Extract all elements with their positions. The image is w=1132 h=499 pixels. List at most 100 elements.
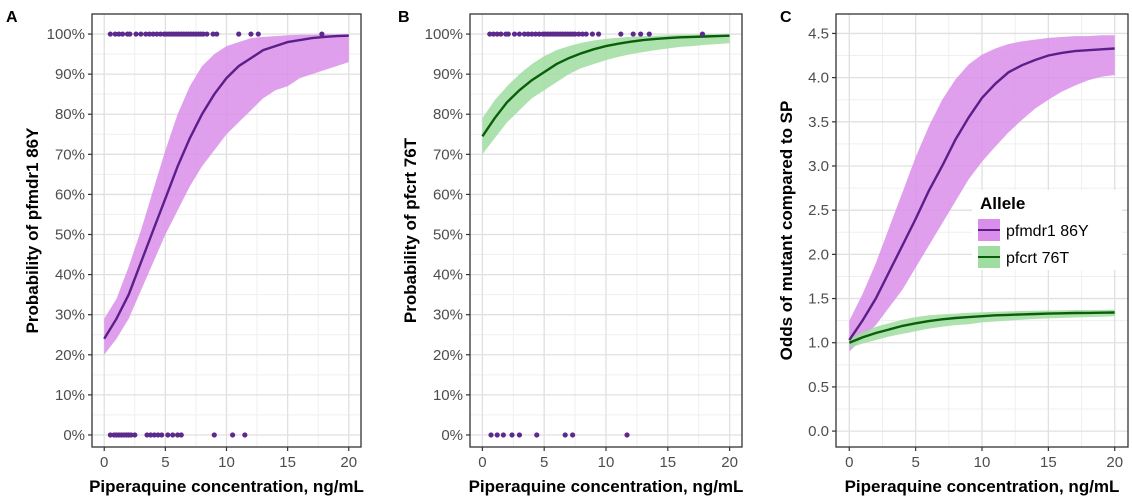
x-tick-label: 0 bbox=[845, 454, 853, 471]
x-tick-label: 5 bbox=[540, 454, 548, 471]
y-tick-label: 3.0 bbox=[808, 158, 829, 175]
data-point bbox=[174, 432, 181, 438]
series-line-0 bbox=[481, 34, 730, 137]
y-tick-label: 3.5 bbox=[808, 114, 829, 131]
data-point bbox=[583, 31, 589, 37]
data-point bbox=[112, 31, 118, 37]
data-point bbox=[107, 31, 113, 37]
data-point bbox=[498, 31, 504, 37]
data-point bbox=[204, 31, 210, 37]
data-point bbox=[230, 432, 236, 438]
data-point bbox=[572, 31, 578, 37]
data-point bbox=[576, 31, 582, 37]
y-tick-label: 90% bbox=[55, 66, 85, 83]
y-tick-label: 30% bbox=[433, 307, 463, 324]
y-tick-label: 100% bbox=[47, 26, 85, 43]
y-tick-label: 70% bbox=[433, 146, 463, 163]
y-tick-label: 30% bbox=[55, 307, 85, 324]
data-point bbox=[562, 432, 568, 438]
y-tick-label: 50% bbox=[55, 227, 85, 244]
data-point bbox=[150, 31, 156, 37]
legend: Allele pfmdr1 86Y pfcrt 76T bbox=[972, 190, 1122, 270]
x-tick-label: 20 bbox=[1106, 454, 1123, 471]
data-point bbox=[570, 432, 576, 438]
data-point bbox=[579, 31, 586, 37]
x-tick-label: 20 bbox=[340, 454, 357, 471]
y-axis-title: Odds of mutant compared to SP bbox=[777, 101, 796, 361]
y-tick-label: 10% bbox=[433, 387, 463, 404]
y-tick-label: 0% bbox=[63, 427, 85, 444]
data-point bbox=[107, 432, 113, 438]
data-point bbox=[630, 31, 636, 37]
y-axis-title: Probability of pfmdr1 86Y bbox=[23, 127, 42, 334]
x-axis-title: Piperaquine concentration, ng/mL bbox=[469, 477, 744, 496]
data-point bbox=[133, 31, 139, 37]
data-point bbox=[200, 31, 206, 37]
data-point bbox=[127, 31, 133, 37]
data-point bbox=[487, 31, 493, 37]
data-point bbox=[699, 31, 706, 37]
data-point bbox=[509, 432, 515, 438]
data-point bbox=[119, 31, 126, 37]
panel-a: 0% 10% 20% 30% 40% 50% 60% 70% 80% 90% 100% 0 5 10 15 2… bbox=[6, 9, 364, 496]
x-tick-label: 0 bbox=[478, 454, 486, 471]
data-point bbox=[618, 31, 624, 37]
y-tick-label: 1.0 bbox=[808, 335, 829, 352]
data-point bbox=[210, 31, 216, 37]
legend-title: Allele bbox=[980, 194, 1025, 213]
data-point bbox=[151, 432, 157, 438]
y-tick-label: 90% bbox=[433, 66, 463, 83]
data-point bbox=[494, 31, 500, 37]
confidence-band-0 bbox=[104, 34, 349, 355]
y-tick-label: 100% bbox=[425, 26, 463, 43]
panel-letter: A bbox=[6, 9, 18, 26]
data-point bbox=[242, 432, 248, 438]
y-tick-label: 80% bbox=[55, 106, 85, 123]
x-tick-label: 20 bbox=[721, 454, 738, 471]
data-point bbox=[116, 31, 122, 37]
data-point bbox=[128, 432, 134, 438]
data-point bbox=[529, 31, 535, 37]
y-tick-label: 80% bbox=[433, 106, 463, 123]
y-tick-label: 60% bbox=[55, 186, 85, 203]
data-point bbox=[525, 31, 531, 37]
y-tick-label: 0.5 bbox=[808, 379, 829, 396]
series-line-0 bbox=[103, 34, 349, 340]
panel-c: 0.0 0.5 1.0 1.5 2.0 2.5 3.0 3.5 4.0 4.5 0 5 10 15 20 Pi… bbox=[777, 9, 1129, 496]
data-point bbox=[536, 31, 542, 37]
y-tick-label: 4.5 bbox=[808, 25, 829, 42]
y-tick-label: 10% bbox=[55, 387, 85, 404]
data-point bbox=[638, 31, 644, 37]
data-point bbox=[170, 432, 176, 438]
data-point bbox=[624, 432, 630, 438]
y-tick-label: 20% bbox=[433, 347, 463, 364]
data-point bbox=[148, 432, 154, 438]
x-tick-label: 10 bbox=[974, 454, 991, 471]
y-tick-label: 60% bbox=[433, 186, 463, 203]
data-point bbox=[319, 31, 325, 37]
panel-letter: C bbox=[780, 9, 792, 26]
x-tick-label: 10 bbox=[218, 454, 235, 471]
y-tick-label: 50% bbox=[433, 227, 463, 244]
data-point bbox=[157, 31, 164, 37]
y-tick-label: 1.5 bbox=[808, 291, 829, 308]
data-point bbox=[178, 432, 184, 438]
y-tick-label: 2.5 bbox=[808, 202, 829, 219]
data-point bbox=[248, 31, 254, 37]
data-point bbox=[211, 432, 217, 438]
y-tick-label: 40% bbox=[55, 267, 85, 284]
confidence-band-0 bbox=[482, 34, 730, 155]
data-point bbox=[646, 31, 652, 37]
data-point bbox=[534, 432, 540, 438]
data-point bbox=[516, 432, 523, 438]
data-point bbox=[488, 432, 494, 438]
legend-label-1: pfcrt 76T bbox=[1006, 250, 1069, 267]
x-axis-title: Piperaquine concentration, ng/mL bbox=[89, 477, 364, 496]
x-tick-label: 10 bbox=[598, 454, 615, 471]
data-point bbox=[214, 31, 220, 37]
data-point bbox=[155, 432, 161, 438]
data-point bbox=[589, 31, 596, 37]
data-point bbox=[146, 31, 153, 37]
panel-letter: B bbox=[398, 9, 410, 26]
